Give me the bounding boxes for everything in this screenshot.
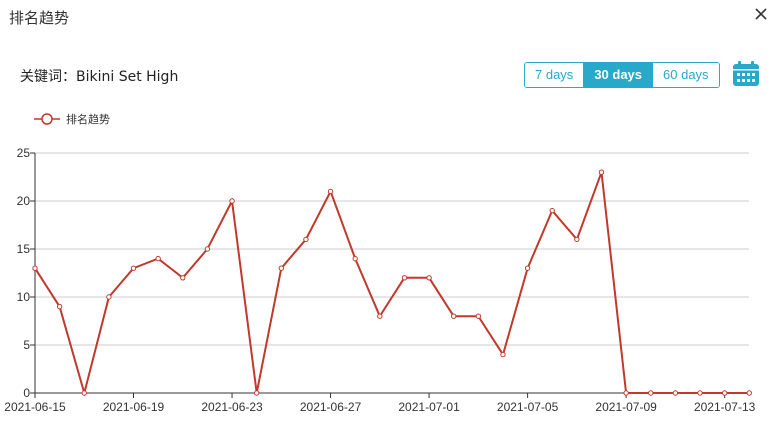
data-point xyxy=(229,198,235,204)
data-point xyxy=(451,313,457,319)
range-7-days-button[interactable]: 7 days xyxy=(525,63,584,87)
x-tick-label: 2021-07-01 xyxy=(398,400,460,414)
x-tick-label: 2021-07-05 xyxy=(497,400,559,414)
y-tick-label: 0 xyxy=(23,386,30,400)
data-point xyxy=(130,265,137,271)
data-point xyxy=(180,275,186,281)
data-point xyxy=(574,236,580,243)
x-tick-label: 2021-07-13 xyxy=(694,400,756,414)
data-point xyxy=(32,265,38,271)
data-point xyxy=(524,265,531,271)
data-point xyxy=(475,313,482,319)
keyword-label: 关键词：Bikini Set High xyxy=(20,69,179,85)
legend-marker-icon xyxy=(34,113,60,125)
y-tick-label: 20 xyxy=(17,194,31,208)
data-point xyxy=(253,390,260,396)
data-point xyxy=(721,390,728,396)
data-point xyxy=(81,390,87,396)
data-point xyxy=(697,390,703,396)
data-point xyxy=(623,390,629,396)
data-point xyxy=(278,265,284,271)
data-point xyxy=(204,246,211,252)
data-point xyxy=(648,390,654,396)
data-point xyxy=(352,255,358,262)
y-tick-label: 25 xyxy=(17,146,31,160)
x-tick-label: 2021-06-19 xyxy=(103,400,165,414)
close-icon[interactable] xyxy=(752,5,770,23)
data-point xyxy=(426,275,432,281)
data-point xyxy=(401,275,408,281)
x-tick-label: 2021-06-27 xyxy=(300,400,362,414)
rank-trend-chart: 0 5 10 15 20 25 2021-06-15 2021-06-19 2021-06-23… xyxy=(4,146,756,414)
data-point xyxy=(549,207,555,214)
x-tick-label: 2021-06-23 xyxy=(201,400,263,414)
range-60-days-button[interactable]: 60 days xyxy=(652,63,719,87)
data-point xyxy=(672,390,679,396)
range-30-days-button[interactable]: 30 days xyxy=(583,63,653,87)
series-line xyxy=(34,171,750,397)
y-tick-label: 5 xyxy=(23,338,30,352)
data-point xyxy=(327,188,334,195)
y-tick-label: 15 xyxy=(17,242,31,256)
data-point xyxy=(303,236,309,243)
legend-label: 排名趋势 xyxy=(66,113,110,126)
calendar-icon[interactable] xyxy=(732,61,760,87)
x-tick-label: 2021-07-09 xyxy=(595,400,657,414)
chart-legend[interactable]: 排名趋势 xyxy=(34,111,110,127)
range-toggle-group: 7 days 30 days 60 days xyxy=(524,62,720,88)
data-point xyxy=(106,294,112,300)
data-point xyxy=(56,303,63,310)
data-point xyxy=(377,313,383,319)
data-point xyxy=(155,255,161,262)
data-point xyxy=(746,390,752,396)
x-tick-label: 2021-06-15 xyxy=(4,400,66,414)
data-point xyxy=(500,351,506,358)
dialog-title: 排名趋势 xyxy=(9,9,70,27)
y-tick-label: 10 xyxy=(17,290,31,304)
data-point xyxy=(598,169,605,175)
